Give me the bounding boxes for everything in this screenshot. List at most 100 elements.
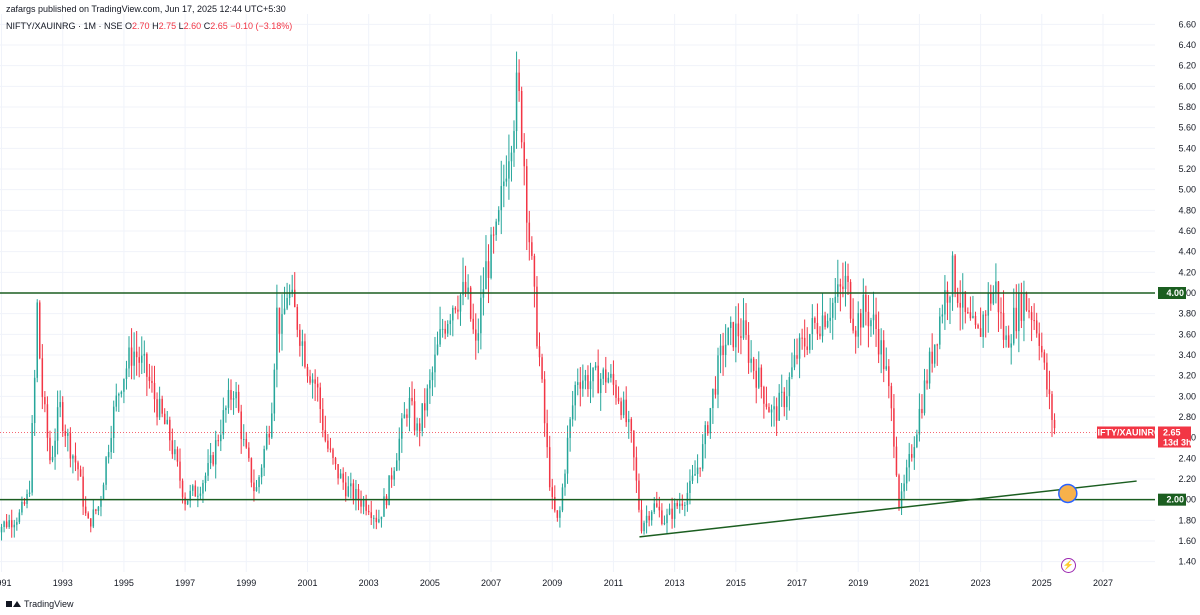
candle-body <box>457 309 459 312</box>
y-tick-label: 4.40 <box>1178 247 1196 257</box>
candle-body <box>130 347 133 366</box>
candle-body <box>944 290 946 315</box>
y-tick-label: 6.20 <box>1178 61 1196 71</box>
candle-body <box>610 373 612 378</box>
candle-body <box>737 323 740 337</box>
candle-body <box>271 413 273 438</box>
candle-body <box>337 464 339 479</box>
candle-body <box>207 463 209 476</box>
tradingview-brand[interactable]: TradingView <box>6 599 74 609</box>
candle-body <box>497 210 500 222</box>
high-key: H <box>152 21 159 31</box>
candle-body <box>834 296 837 303</box>
candle-body <box>82 476 84 507</box>
y-tick-label: 4.80 <box>1178 205 1196 215</box>
candle-body <box>786 396 788 408</box>
candle-body <box>281 314 283 334</box>
candle-body <box>635 457 638 481</box>
candle-body <box>133 351 135 366</box>
candle-body <box>411 397 413 402</box>
candle-body <box>375 517 378 523</box>
candle-body <box>503 181 505 187</box>
candle-body <box>365 500 367 511</box>
y-tick-label: 6.00 <box>1178 81 1196 91</box>
candle-body <box>538 346 541 358</box>
candle-body <box>571 405 574 420</box>
candle-body <box>783 391 786 408</box>
candle-body <box>434 354 436 373</box>
candle-body <box>49 437 51 461</box>
candle-body <box>518 72 520 92</box>
candle-body <box>69 433 72 459</box>
candle-body <box>1033 320 1035 322</box>
candle-body <box>933 344 936 364</box>
candle-body <box>393 470 395 480</box>
candle-body <box>401 418 403 439</box>
symbol-legend[interactable]: NIFTY/XAUINRG · 1M · NSE O2.70 H2.75 L2.… <box>6 21 292 31</box>
candle-body <box>41 358 44 398</box>
candle-body <box>388 475 390 506</box>
candle-body <box>3 521 5 527</box>
trendline <box>639 480 1137 538</box>
candle-body <box>77 462 79 470</box>
candle-body <box>395 460 398 471</box>
candle-body <box>625 399 627 423</box>
time-axis[interactable]: 1991 1993 1995 1997 1999 2001 2003 2005 2007 2009… <box>0 578 1113 588</box>
open-key: O <box>125 21 133 31</box>
candle-body <box>260 467 263 478</box>
candle-body <box>163 413 166 425</box>
candle-body <box>237 391 240 412</box>
candle-body <box>520 91 523 143</box>
candle-body <box>212 455 214 465</box>
candle-body <box>941 314 944 317</box>
candle-body <box>870 320 872 327</box>
candle-body <box>617 397 620 402</box>
candle-body <box>1023 293 1025 321</box>
candle-body <box>370 512 372 518</box>
candle-body <box>773 406 775 410</box>
candle-body <box>51 456 54 461</box>
price-axis[interactable]: 1.401.601.802.002.202.402.602.803.003.20… <box>1091 19 1196 566</box>
y-tick-label: 4.60 <box>1178 226 1196 236</box>
symbol-text[interactable]: NIFTY/XAUINRG · 1M · NSE <box>6 21 123 31</box>
candle-body <box>110 438 112 453</box>
candle-body <box>758 367 760 388</box>
candle-body <box>472 318 474 330</box>
y-tick-label: 3.00 <box>1178 391 1196 401</box>
candle-body <box>373 517 375 519</box>
candle-body <box>803 337 806 347</box>
candle-body <box>263 448 265 468</box>
low-key: L <box>178 21 184 31</box>
candle-body <box>860 313 862 328</box>
candle-body <box>778 392 780 421</box>
candle-body <box>541 357 543 380</box>
candle-body <box>95 509 97 511</box>
close-value: 2.65 <box>210 21 228 31</box>
candle-body <box>232 398 235 400</box>
candle-body <box>847 275 849 282</box>
lightning-icon[interactable]: ⚡ <box>1061 558 1076 573</box>
candle-body <box>441 328 444 330</box>
candle-body <box>293 289 296 308</box>
candle-body <box>306 366 309 377</box>
candle-body <box>556 510 559 518</box>
candle-body <box>707 425 709 434</box>
candle-body <box>8 520 10 528</box>
candle-body <box>485 261 487 290</box>
candle-body <box>505 178 508 182</box>
candle-body <box>967 312 969 314</box>
candle-body <box>513 131 515 153</box>
candle-body <box>615 384 617 398</box>
candle-body <box>214 440 217 465</box>
candle-body <box>791 367 793 378</box>
candle-body <box>824 315 826 327</box>
candle-body <box>454 307 457 310</box>
candle-body <box>689 480 691 493</box>
candle-body <box>344 482 347 497</box>
candle-body <box>811 318 814 335</box>
candle-body <box>719 345 722 356</box>
candle-body <box>319 387 321 410</box>
candle-body <box>342 473 344 483</box>
candle-body <box>156 399 158 418</box>
